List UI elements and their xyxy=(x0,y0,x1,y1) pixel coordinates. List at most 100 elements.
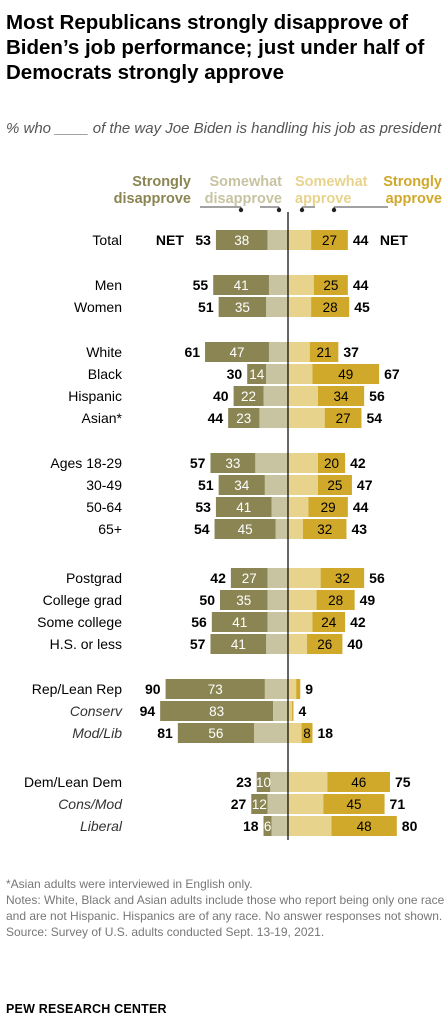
bar-somewhat-disapprove xyxy=(273,701,288,721)
legend-leader-1 xyxy=(260,206,280,209)
row-label: 30-49 xyxy=(86,477,122,493)
label-strongly-approve: 34 xyxy=(334,389,350,404)
net-disapprove: 53 xyxy=(195,232,211,248)
legend-label-1-line1: Somewhat xyxy=(209,174,282,190)
net-label-right: NET xyxy=(380,232,408,248)
net-approve: 56 xyxy=(369,570,385,586)
label-strongly-disapprove: 10 xyxy=(256,775,271,790)
net-approve: 45 xyxy=(354,299,370,315)
bar-strongly-disapprove xyxy=(211,612,268,632)
bar-somewhat-approve xyxy=(288,497,309,517)
label-strongly-approve: 28 xyxy=(328,593,343,608)
bar-strongly-approve xyxy=(311,297,350,317)
net-disapprove: 18 xyxy=(243,818,259,834)
label-strongly-disapprove: 45 xyxy=(238,522,253,537)
bar-somewhat-disapprove xyxy=(271,816,288,836)
legend-label-0-line1: Strongly xyxy=(132,174,191,190)
row-label: Women xyxy=(74,299,122,315)
label-strongly-approve: 46 xyxy=(351,775,366,790)
row-label: Liberal xyxy=(80,818,123,834)
net-disapprove: 61 xyxy=(184,344,200,360)
net-approve: 75 xyxy=(395,774,411,790)
bar-somewhat-disapprove xyxy=(266,364,288,384)
bar-somewhat-approve xyxy=(288,386,318,406)
bar-strongly-approve xyxy=(312,612,346,632)
bar-strongly-disapprove xyxy=(210,453,256,473)
row-label: Hispanic xyxy=(68,388,122,404)
bar-somewhat-approve xyxy=(288,364,313,384)
label-strongly-disapprove: 6 xyxy=(264,819,272,834)
row-label: Rep/Lean Rep xyxy=(32,681,123,697)
bar-somewhat-approve xyxy=(288,679,297,699)
label-strongly-disapprove: 47 xyxy=(229,345,244,360)
net-approve: 18 xyxy=(317,725,333,741)
row-label: Ages 18-29 xyxy=(50,455,122,471)
net-approve: 4 xyxy=(298,703,306,719)
bar-somewhat-disapprove xyxy=(275,519,288,539)
label-strongly-approve: 32 xyxy=(335,571,350,586)
label-strongly-disapprove: 23 xyxy=(236,411,251,426)
row-label: Mod/Lib xyxy=(72,725,122,741)
bar-strongly-approve xyxy=(316,590,355,610)
bar-somewhat-disapprove xyxy=(268,342,288,362)
legend-leader-2 xyxy=(301,206,315,209)
bar-strongly-disapprove xyxy=(233,386,264,406)
bar-somewhat-disapprove xyxy=(267,794,288,814)
row-label: Conserv xyxy=(70,703,123,719)
bar-strongly-disapprove xyxy=(165,679,265,699)
net-approve: 54 xyxy=(366,410,382,426)
bar-somewhat-disapprove xyxy=(266,634,288,654)
bar-strongly-approve xyxy=(309,342,339,362)
label-strongly-disapprove: 41 xyxy=(232,615,247,630)
bar-strongly-approve xyxy=(313,275,348,295)
bar-strongly-disapprove xyxy=(230,568,268,588)
net-disapprove: 54 xyxy=(194,521,210,537)
bar-somewhat-approve xyxy=(288,297,312,317)
bar-somewhat-approve xyxy=(288,230,312,250)
net-disapprove: 44 xyxy=(208,410,224,426)
bar-strongly-disapprove xyxy=(251,794,268,814)
row-label: Postgrad xyxy=(66,570,122,586)
legend-dot-2 xyxy=(299,207,305,213)
net-approve: 37 xyxy=(343,344,359,360)
bar-somewhat-disapprove xyxy=(266,297,288,317)
label-strongly-disapprove: 41 xyxy=(234,278,249,293)
bar-somewhat-disapprove xyxy=(270,772,288,792)
net-approve: 47 xyxy=(357,477,373,493)
legend-dot-3 xyxy=(331,207,337,213)
label-strongly-approve: 25 xyxy=(323,278,338,293)
net-disapprove: 94 xyxy=(140,703,156,719)
bar-strongly-disapprove xyxy=(256,772,271,792)
net-approve: 49 xyxy=(360,592,376,608)
label-strongly-disapprove: 14 xyxy=(249,367,265,382)
bar-strongly-approve xyxy=(331,816,397,836)
row-label: Cons/Mod xyxy=(58,796,123,812)
label-strongly-approve: 48 xyxy=(357,819,372,834)
net-disapprove: 56 xyxy=(191,614,207,630)
label-strongly-approve: 21 xyxy=(317,345,332,360)
bar-somewhat-approve xyxy=(288,794,324,814)
bar-somewhat-approve xyxy=(288,723,302,743)
bar-somewhat-disapprove xyxy=(267,590,288,610)
net-disapprove: 42 xyxy=(210,570,226,586)
bar-somewhat-approve xyxy=(288,612,313,632)
legend-label-1-line2: disapprove xyxy=(205,191,282,207)
legend-dot-1 xyxy=(276,207,282,213)
bar-strongly-disapprove xyxy=(220,590,268,610)
net-approve: 44 xyxy=(353,232,369,248)
bar-strongly-disapprove xyxy=(218,297,267,317)
bar-strongly-disapprove xyxy=(218,475,265,495)
label-strongly-approve: 32 xyxy=(317,522,332,537)
bar-strongly-disapprove xyxy=(160,701,274,721)
bar-somewhat-disapprove xyxy=(267,568,288,588)
label-strongly-disapprove: 35 xyxy=(236,593,251,608)
bar-strongly-approve xyxy=(302,519,347,539)
label-strongly-disapprove: 41 xyxy=(236,500,251,515)
bar-strongly-approve xyxy=(317,386,365,406)
net-approve: 42 xyxy=(350,614,366,630)
legend-label-3-line2: approve xyxy=(386,191,442,207)
source-text: Source: Survey of U.S. adults conducted … xyxy=(6,925,325,939)
bar-strongly-disapprove xyxy=(228,408,260,428)
bar-strongly-approve xyxy=(327,772,390,792)
bar-somewhat-approve xyxy=(288,408,325,428)
